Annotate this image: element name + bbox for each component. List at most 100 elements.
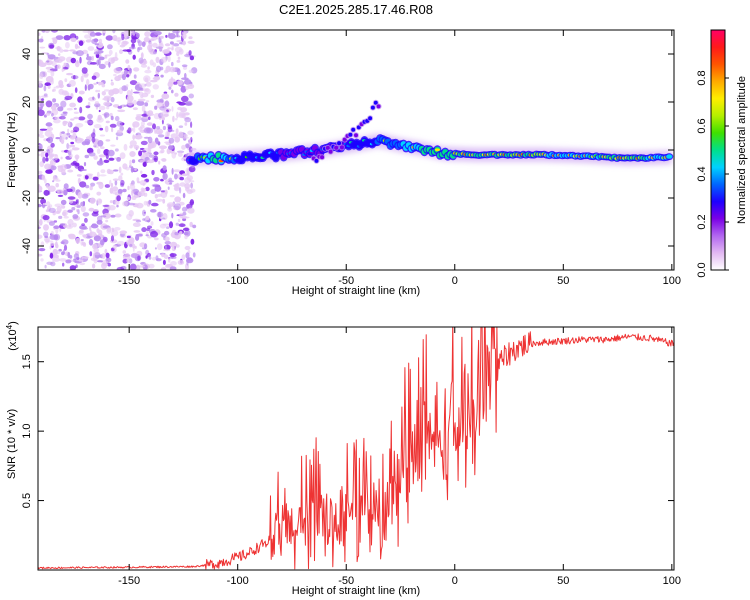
noise-speckle (164, 245, 167, 250)
noise-speckle (74, 87, 78, 93)
noise-speckle (156, 211, 164, 218)
noise-speckle (39, 102, 45, 108)
noise-speckle (144, 69, 152, 74)
noise-speckle (115, 193, 123, 196)
noise-speckle (103, 212, 111, 219)
noise-speckle (46, 149, 50, 152)
noise-speckle (150, 221, 154, 226)
secondary-dot (354, 133, 358, 138)
noise-speckle (93, 51, 100, 55)
noise-speckle (107, 149, 115, 157)
noise-speckle (145, 152, 150, 157)
noise-speckle (188, 69, 194, 74)
noise-speckle (110, 57, 115, 63)
noise-speckle (57, 194, 64, 197)
noise-speckle (53, 220, 58, 223)
noise-speckle (114, 179, 118, 186)
noise-speckle (177, 56, 181, 60)
noise-speckle (122, 258, 128, 264)
noise-speckle (181, 95, 189, 103)
noise-speckle (170, 261, 177, 266)
noise-speckle (48, 204, 53, 208)
colorbar-gradient (710, 29, 726, 271)
noise-speckle (171, 167, 174, 175)
noise-speckle (185, 143, 190, 149)
noise-speckle (174, 173, 178, 180)
colorbar-tick-label: 0.4 (696, 166, 708, 181)
noise-speckle (162, 259, 166, 265)
noise-speckle (102, 32, 106, 36)
noise-speckle (140, 64, 148, 68)
noise-speckle (79, 56, 82, 64)
noise-speckle (75, 50, 84, 57)
noise-speckle (48, 221, 55, 226)
secondary-dot (320, 155, 325, 160)
noise-speckle (89, 32, 96, 37)
x-tick-label: -50 (338, 275, 354, 287)
noise-speckle (176, 111, 179, 119)
noise-speckle (160, 35, 164, 39)
spectrogram-y-ticks: -40 -20 0 20 40 (21, 48, 674, 254)
noise-speckle (140, 173, 148, 178)
noise-speckle (131, 159, 136, 164)
noise-speckle (152, 84, 159, 90)
secondary-dot (337, 141, 342, 146)
noise-speckle (176, 80, 183, 86)
noise-speckle (83, 256, 89, 259)
x-tick-label: 100 (663, 275, 681, 287)
noise-speckle (148, 114, 152, 117)
noise-speckle (182, 211, 187, 216)
noise-speckle (148, 263, 155, 269)
spectrogram-x-label: Height of straight line (km) (292, 285, 420, 297)
colorbar-tick-label: 0.6 (696, 118, 708, 133)
noise-speckle (165, 65, 171, 73)
noise-speckle (188, 146, 193, 154)
noise-speckle (97, 92, 101, 99)
noise-speckle (126, 235, 131, 239)
noise-speckle (38, 203, 42, 208)
noise-speckle (104, 248, 108, 254)
noise-speckle (58, 83, 64, 89)
noise-speckle (49, 252, 54, 259)
noise-speckle (102, 263, 109, 267)
noise-speckle (99, 127, 104, 131)
noise-speckle (81, 227, 89, 230)
noise-speckle (188, 36, 193, 40)
noise-speckle (75, 200, 79, 204)
noise-speckle (55, 243, 59, 249)
noise-speckle (110, 115, 114, 121)
noise-speckle (80, 169, 87, 171)
noise-speckle (63, 189, 68, 196)
noise-speckle (92, 96, 95, 101)
noise-speckle (89, 197, 96, 204)
noise-speckle (151, 183, 160, 188)
noise-speckle (148, 154, 155, 158)
noise-speckle (120, 179, 125, 186)
noise-speckle (111, 190, 118, 195)
noise-speckle (98, 38, 103, 44)
noise-speckle (89, 225, 92, 232)
noise-speckle (92, 176, 99, 181)
noise-speckle (67, 196, 76, 200)
noise-speckle (74, 43, 79, 50)
noise-speckle (99, 239, 105, 246)
colorbar-ticks: 0.0 0.2 0.4 0.6 0.8 (696, 70, 729, 278)
noise-speckle (58, 53, 61, 56)
carrier-core (434, 148, 440, 152)
noise-speckle (162, 172, 168, 180)
noise-speckle (180, 85, 187, 93)
noise-speckle (118, 188, 123, 194)
noise-speckle (91, 132, 96, 139)
noise-speckle (189, 188, 196, 193)
noise-speckle (182, 32, 187, 40)
noise-speckle (114, 213, 122, 218)
noise-speckle (88, 152, 96, 157)
noise-speckle (110, 182, 114, 188)
noise-speckle (60, 100, 67, 108)
noise-speckle (163, 230, 170, 236)
noise-speckle (189, 180, 195, 183)
noise-speckle (75, 264, 78, 269)
noise-speckle (132, 222, 141, 227)
noise-speckle (126, 259, 130, 263)
